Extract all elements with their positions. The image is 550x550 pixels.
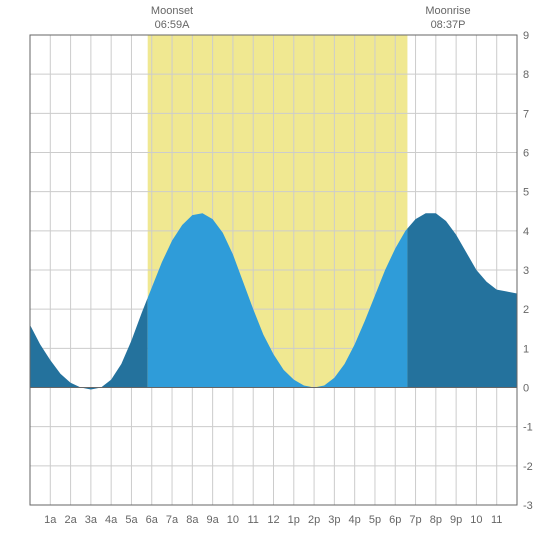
- svg-text:2p: 2p: [308, 514, 320, 526]
- svg-text:7a: 7a: [166, 514, 179, 526]
- svg-text:5p: 5p: [369, 514, 381, 526]
- svg-text:-1: -1: [523, 422, 533, 434]
- svg-text:5a: 5a: [125, 514, 138, 526]
- svg-text:1a: 1a: [44, 514, 57, 526]
- moonset-time: 06:59A: [155, 19, 190, 31]
- svg-text:3p: 3p: [328, 514, 340, 526]
- svg-text:12: 12: [267, 514, 279, 526]
- svg-text:9: 9: [523, 30, 529, 42]
- svg-text:1: 1: [523, 343, 529, 355]
- moonrise-label: Moonrise 08:37P: [418, 4, 478, 33]
- moonrise-time: 08:37P: [431, 19, 466, 31]
- svg-text:4p: 4p: [349, 514, 361, 526]
- svg-text:8a: 8a: [186, 514, 199, 526]
- svg-text:2: 2: [523, 304, 529, 316]
- svg-text:3a: 3a: [85, 514, 98, 526]
- svg-text:11: 11: [247, 514, 258, 526]
- svg-text:8: 8: [523, 69, 529, 81]
- chart-svg: -3-2-101234567891a2a3a4a5a6a7a8a9a101112…: [0, 0, 550, 550]
- moonset-title: Moonset: [151, 5, 193, 17]
- svg-text:6: 6: [523, 148, 529, 160]
- svg-text:-2: -2: [523, 461, 533, 473]
- svg-text:4: 4: [523, 226, 529, 238]
- svg-text:11: 11: [491, 514, 502, 526]
- svg-text:6p: 6p: [389, 514, 401, 526]
- moonrise-title: Moonrise: [425, 5, 470, 17]
- svg-text:10: 10: [227, 514, 239, 526]
- svg-text:7: 7: [523, 108, 529, 120]
- svg-text:4a: 4a: [105, 514, 118, 526]
- svg-text:6a: 6a: [146, 514, 159, 526]
- svg-text:8p: 8p: [430, 514, 442, 526]
- svg-text:5: 5: [523, 187, 529, 199]
- svg-text:2a: 2a: [64, 514, 77, 526]
- svg-text:9p: 9p: [450, 514, 462, 526]
- svg-text:1p: 1p: [288, 514, 300, 526]
- svg-text:10: 10: [470, 514, 482, 526]
- tide-chart: -3-2-101234567891a2a3a4a5a6a7a8a9a101112…: [0, 0, 550, 550]
- svg-text:0: 0: [523, 383, 529, 395]
- svg-text:-3: -3: [523, 500, 533, 512]
- moonset-label: Moonset 06:59A: [142, 4, 202, 33]
- svg-text:7p: 7p: [409, 514, 421, 526]
- svg-text:9a: 9a: [207, 514, 220, 526]
- svg-text:3: 3: [523, 265, 529, 277]
